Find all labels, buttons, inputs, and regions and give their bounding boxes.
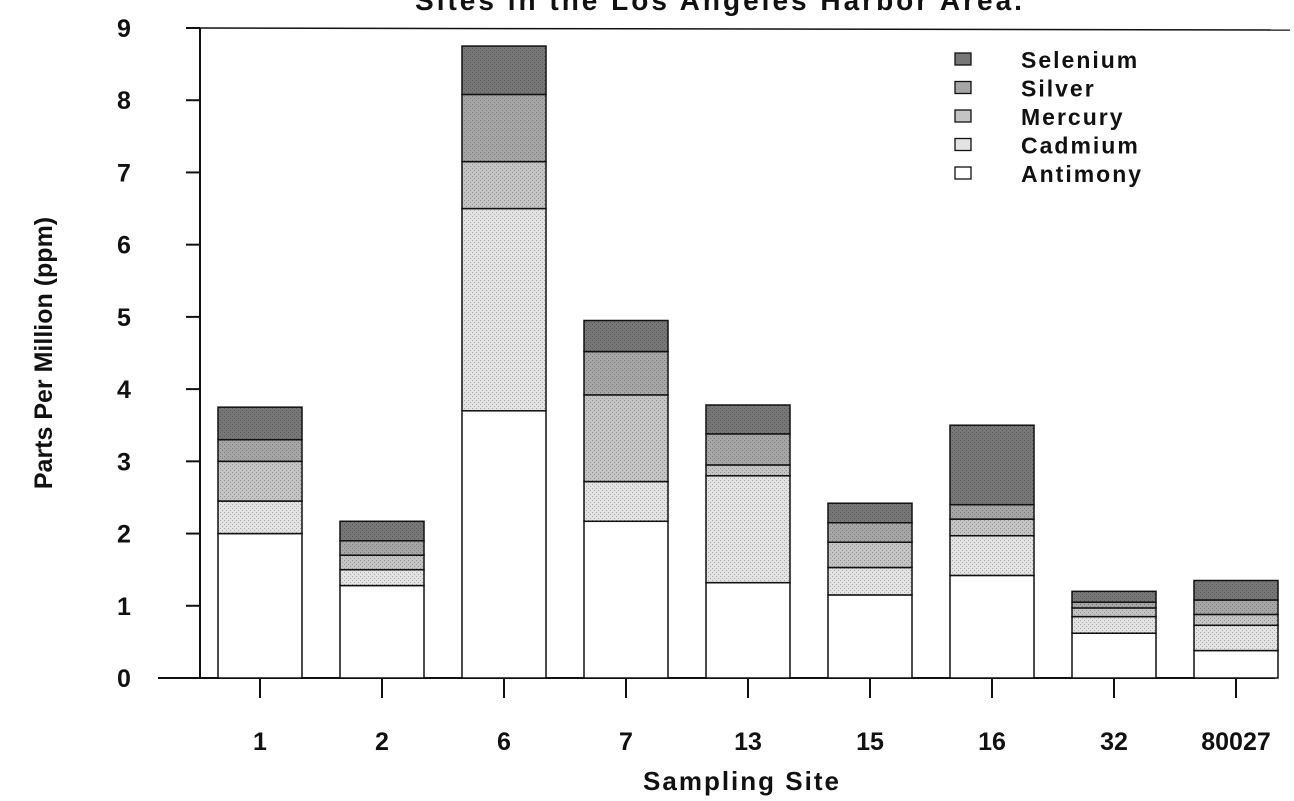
y-tick-label: 0 xyxy=(117,665,131,693)
x-tick-label: 7 xyxy=(619,728,633,756)
bar-segment-antimony xyxy=(583,520,669,679)
bar-segment-antimony xyxy=(949,574,1035,679)
bar-segment-antimony xyxy=(827,594,913,679)
legend-swatch xyxy=(954,109,972,123)
bar-segment-texture xyxy=(828,522,912,543)
bar-segment-texture xyxy=(584,481,668,522)
y-tick-label: 9 xyxy=(117,15,131,43)
bar-segment-texture xyxy=(950,504,1034,520)
bar-segment-texture xyxy=(462,46,546,95)
bar-segment-texture xyxy=(340,521,424,541)
x-tick-label: 6 xyxy=(497,728,511,756)
y-tick-label: 5 xyxy=(117,304,131,332)
bar-segment-texture xyxy=(218,407,302,440)
bar-segment-texture xyxy=(1194,614,1278,626)
bar-segment-texture xyxy=(828,567,912,595)
y-tick-label: 4 xyxy=(117,376,131,404)
bar-segment-texture xyxy=(218,501,302,534)
bar-segment-texture xyxy=(706,464,790,476)
y-tick-label: 6 xyxy=(117,232,131,260)
legend-swatch xyxy=(954,80,972,95)
bar-segment-texture xyxy=(828,542,912,568)
bars-group xyxy=(217,45,1279,679)
bar-segment-texture xyxy=(462,208,546,411)
bar-segment-antimony xyxy=(461,410,547,679)
bar-segment-texture xyxy=(462,161,546,209)
bar-segment-texture xyxy=(340,540,424,556)
x-tick-label: 2 xyxy=(375,728,389,756)
bar-segment-texture xyxy=(706,405,790,434)
bar-segment-texture xyxy=(950,535,1034,576)
bar-segment-texture xyxy=(218,461,302,502)
bar-segment-texture xyxy=(1194,580,1278,600)
x-tick-label: 1 xyxy=(253,728,267,756)
legend-swatch xyxy=(954,166,972,180)
y-axis-label: Parts Per Million (ppm) xyxy=(30,217,58,489)
x-tick-label: 80027 xyxy=(1201,728,1271,756)
y-tick-label: 8 xyxy=(117,87,131,115)
x-axis-label: Sampling Site xyxy=(643,766,841,796)
bar-segment-texture xyxy=(462,94,546,162)
bar-segment-texture xyxy=(1194,600,1278,615)
x-axis-ticks: 1 2 6 7 13 15 16 32 80027 xyxy=(253,678,1271,756)
bar-segment-texture xyxy=(828,503,912,523)
bar-segment-texture xyxy=(584,394,668,482)
bar-segment-texture xyxy=(950,425,1034,505)
legend-label: Cadmium xyxy=(1021,133,1140,159)
bar-segment-texture xyxy=(1072,602,1156,608)
x-tick-label: 13 xyxy=(734,728,762,756)
plot-top-border xyxy=(199,27,1291,31)
bar-segment-texture xyxy=(1072,607,1156,617)
bar-segment-antimony xyxy=(705,581,791,679)
bar-segment-antimony xyxy=(1071,632,1157,679)
bar-segment-texture xyxy=(1072,616,1156,634)
legend-label: Silver xyxy=(1021,76,1096,102)
legend-label: Antimony xyxy=(1021,161,1143,187)
bar-segment-antimony xyxy=(1193,649,1279,679)
bar-segment-texture xyxy=(1072,591,1156,603)
bar-segment-antimony xyxy=(339,584,425,679)
legend-swatch xyxy=(954,137,972,152)
legend-label: Selenium xyxy=(1021,47,1139,73)
bar-segment-texture xyxy=(584,351,668,395)
bar-segment-texture xyxy=(218,439,302,462)
chart-title: Sites in the Los Angeles Harbor Area. xyxy=(415,0,1025,16)
bar-segment-texture xyxy=(706,475,790,583)
bar-segment-antimony xyxy=(217,532,303,679)
legend-swatch xyxy=(954,52,972,66)
y-axis-ticks: 0 1 2 3 4 5 6 7 8 9 xyxy=(117,15,200,693)
y-tick-label: 3 xyxy=(117,448,131,476)
x-tick-label: 16 xyxy=(978,728,1006,756)
bar-segment-texture xyxy=(1194,625,1278,651)
legend-label: Mercury xyxy=(1021,104,1124,130)
x-tick-label: 15 xyxy=(856,728,884,756)
bar-segment-texture xyxy=(340,569,424,586)
x-tick-label: 32 xyxy=(1100,728,1128,756)
y-tick-label: 1 xyxy=(117,593,131,621)
bar-segment-texture xyxy=(584,320,668,352)
y-tick-label: 7 xyxy=(117,159,131,187)
bar-segment-texture xyxy=(340,555,424,570)
bar-segment-texture xyxy=(950,519,1034,536)
bar-segment-texture xyxy=(706,433,790,465)
y-tick-label: 2 xyxy=(117,521,131,549)
